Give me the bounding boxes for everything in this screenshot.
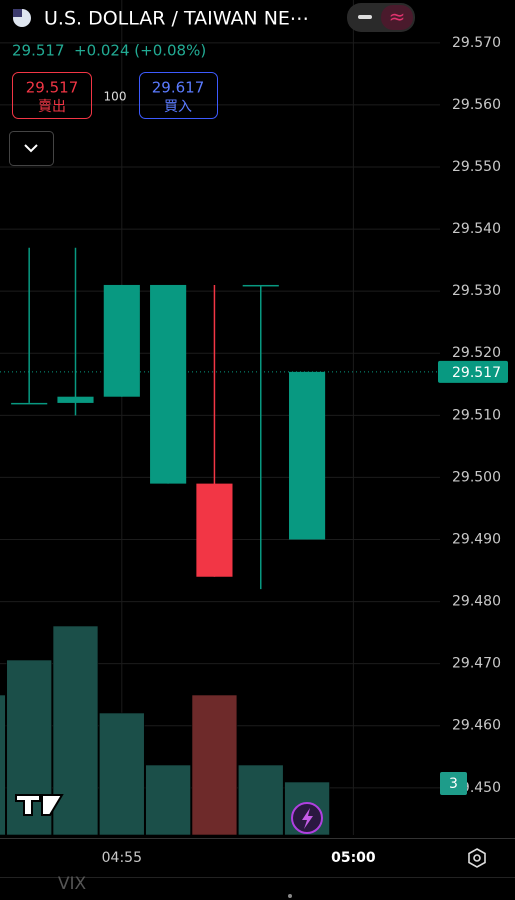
volume-bar xyxy=(191,694,238,836)
y-tick-label: 29.520 xyxy=(452,345,501,361)
buy-label[interactable]: 買入 xyxy=(164,99,192,115)
volume-bar xyxy=(52,625,99,836)
y-tick-label: 29.470 xyxy=(452,656,501,672)
watchlist-symbol[interactable]: VIX xyxy=(58,874,87,894)
indicator-dot xyxy=(288,894,292,898)
volume-bar xyxy=(99,712,145,836)
plot xyxy=(0,0,440,836)
y-tick-label: 29.460 xyxy=(452,718,501,734)
candle-body xyxy=(57,396,94,403)
y-tick-label: 29.490 xyxy=(452,531,501,547)
candle-body xyxy=(150,284,187,484)
y-tick-label: 29.480 xyxy=(452,594,501,610)
flag-canton xyxy=(13,9,22,17)
wave-icon: ≈ xyxy=(389,5,406,29)
y-tick-label: 29.510 xyxy=(452,407,501,423)
chevron-icon xyxy=(24,144,38,153)
sell-price[interactable]: 29.517 xyxy=(26,79,79,97)
y-tick-label: 29.540 xyxy=(452,221,501,237)
price-change: +0.024 (+0.08%) xyxy=(74,42,206,60)
x-tick-label: 04:55 xyxy=(102,850,142,866)
x-tick-label: 05:00 xyxy=(331,850,376,866)
volume-bar xyxy=(237,764,284,836)
candle-body xyxy=(289,371,326,540)
volume-bar xyxy=(145,764,191,836)
last-price-badge xyxy=(438,360,508,383)
brand-logo xyxy=(15,794,64,816)
y-tick-label: 29.550 xyxy=(452,159,501,175)
candle-body xyxy=(103,284,140,397)
lightning-icon xyxy=(302,808,313,829)
candle-body xyxy=(196,483,233,577)
buy-button[interactable] xyxy=(139,72,218,119)
symbol-title[interactable]: U.S. DOLLAR / TAIWAN NE⋯ xyxy=(44,8,309,30)
last-price: 29.517 xyxy=(12,42,65,60)
last-price-label: 29.517 xyxy=(452,365,501,381)
candle-body xyxy=(242,284,279,287)
y-tick-label: 29.530 xyxy=(452,283,501,299)
overlay: 29.570 29.560 29.550 29.540 29.530 29.520 29.5… xyxy=(102,35,508,866)
candle-body xyxy=(11,402,48,405)
y-tick-label: 29.570 xyxy=(452,35,501,51)
toggle-minus[interactable] xyxy=(358,15,372,19)
toggle-wave[interactable] xyxy=(381,5,413,30)
y-tick-label: 29.500 xyxy=(452,469,501,485)
alert-badge[interactable] xyxy=(440,772,467,795)
quantity[interactable]: 100 xyxy=(104,90,127,104)
alert-count: 3 xyxy=(449,776,458,792)
sell-button[interactable] xyxy=(12,72,92,119)
buy-price[interactable]: 29.617 xyxy=(152,79,205,97)
sell-label[interactable]: 賣出 xyxy=(38,99,66,115)
settings-icon[interactable] xyxy=(468,848,486,868)
settings-dot xyxy=(473,854,481,862)
y-tick-label: 29.560 xyxy=(452,97,501,113)
volume-bar xyxy=(0,694,6,836)
collapse-button[interactable] xyxy=(9,131,54,166)
